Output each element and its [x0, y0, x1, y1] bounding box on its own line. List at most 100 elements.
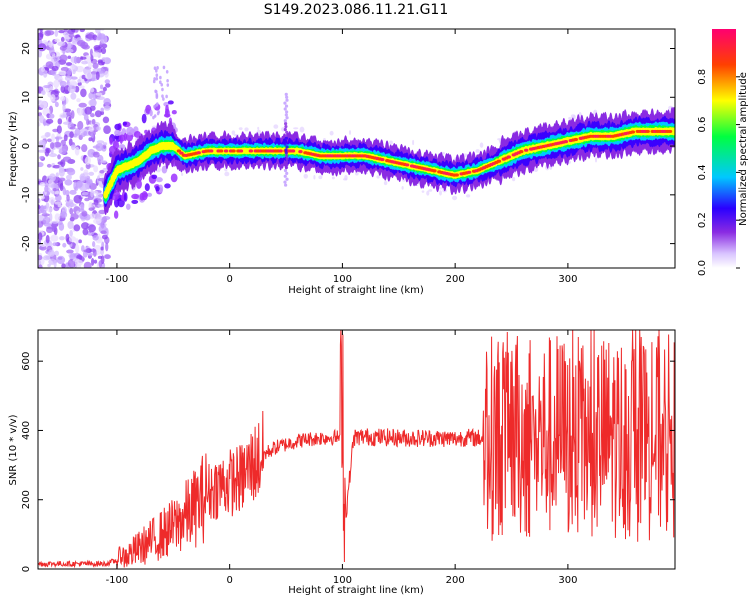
haze-blob [466, 194, 471, 198]
noise-blob [59, 211, 68, 219]
noise-blob [63, 134, 68, 142]
noise-blob [58, 222, 65, 231]
transition-blob [167, 100, 174, 105]
noise-blob [59, 45, 68, 51]
noise-blob [75, 238, 79, 245]
noise-blob [57, 118, 63, 125]
transition-blob [112, 140, 120, 151]
ridge-core [563, 140, 569, 144]
spike-blob [284, 151, 288, 155]
noise-blob [71, 37, 77, 43]
noise-blob [64, 179, 73, 186]
noise-blob [62, 103, 66, 112]
noise-blob [76, 98, 81, 103]
noise-blob [92, 92, 97, 101]
haze-blob [224, 171, 230, 177]
noise-blob [54, 213, 61, 222]
transition-blob [155, 186, 160, 192]
noise-blob [84, 156, 91, 165]
colorbar-tick-label: 0.6 [697, 117, 708, 133]
noise-blob [54, 201, 63, 205]
noise-blob [90, 113, 95, 118]
noise-blob [38, 214, 44, 222]
noise-blob [44, 222, 52, 227]
ridge-core [519, 150, 524, 154]
noise-blob [62, 187, 67, 196]
noise-blob [51, 220, 59, 224]
noise-blob [38, 149, 46, 153]
transition-dot [159, 80, 162, 85]
noise-blob [78, 239, 82, 244]
spike-blob [284, 104, 289, 108]
transition-blob [131, 199, 139, 204]
noise-blob [92, 51, 100, 58]
transition-blob [118, 134, 126, 142]
noise-blob [100, 47, 107, 55]
noise-blob [96, 96, 105, 101]
noise-blob [41, 90, 46, 96]
noise-blob [44, 67, 50, 71]
haze-blob [428, 189, 433, 192]
noise-blob [78, 102, 87, 108]
noise-blob [54, 29, 59, 37]
noise-blob [38, 39, 41, 44]
noise-blob [68, 236, 77, 243]
transition-blob [114, 123, 122, 131]
haze-blob [594, 157, 598, 163]
transition-dot [153, 77, 156, 81]
noise-blob [59, 54, 68, 62]
noise-blob [74, 259, 83, 266]
noise-blob [67, 42, 72, 50]
noise-blob [99, 169, 105, 174]
transition-dot [162, 65, 166, 70]
snr-frame [37, 329, 676, 570]
haze-blob [512, 177, 516, 182]
noise-blob [45, 118, 54, 124]
noise-blob [48, 173, 56, 182]
noise-blob [90, 87, 95, 93]
noise-blob [38, 43, 47, 52]
transition-dot [155, 94, 159, 98]
noise-blob [70, 110, 75, 119]
x-tick-label: -100 [106, 274, 129, 285]
noise-blob [101, 215, 111, 221]
ridge-segment [671, 127, 675, 136]
noise-blob [51, 183, 59, 191]
noise-blob [100, 230, 107, 235]
noise-blob [97, 177, 106, 182]
spike-blob [285, 157, 289, 161]
noise-blob [50, 234, 59, 242]
noise-blob [105, 242, 109, 252]
haze-blob [238, 127, 243, 131]
snr-series-line [38, 330, 675, 569]
noise-blob [60, 36, 65, 43]
spike-blob [284, 113, 288, 117]
noise-blob [65, 174, 72, 180]
noise-blob [67, 55, 72, 60]
ridge-core [645, 129, 650, 134]
noise-blob [58, 148, 67, 155]
spike-blob [283, 119, 287, 123]
noise-blob [47, 249, 55, 257]
noise-blob [83, 114, 89, 121]
haze-blob [257, 126, 260, 130]
noise-blob [67, 84, 76, 94]
noise-blob [90, 189, 94, 198]
noise-blob [49, 47, 55, 56]
spike-blob [283, 139, 288, 143]
noise-blob [101, 234, 108, 240]
noise-blob [48, 153, 58, 158]
snr-x-axis-title: Height of straight line (km) [288, 585, 424, 596]
spike-blob [283, 107, 287, 111]
transition-blob [125, 203, 131, 210]
y-tick-label: -10 [21, 187, 32, 203]
noise-blob [44, 185, 49, 193]
spike-blob [285, 116, 289, 120]
snr-axes: -100 0 100 200 300 0 200 400 600 [21, 330, 675, 586]
ridge-core [290, 149, 296, 153]
transition-dot [161, 94, 164, 98]
spike-blob [284, 124, 288, 129]
transition-blob [170, 173, 178, 183]
transition-dot [153, 114, 157, 118]
transition-dot [155, 73, 159, 78]
